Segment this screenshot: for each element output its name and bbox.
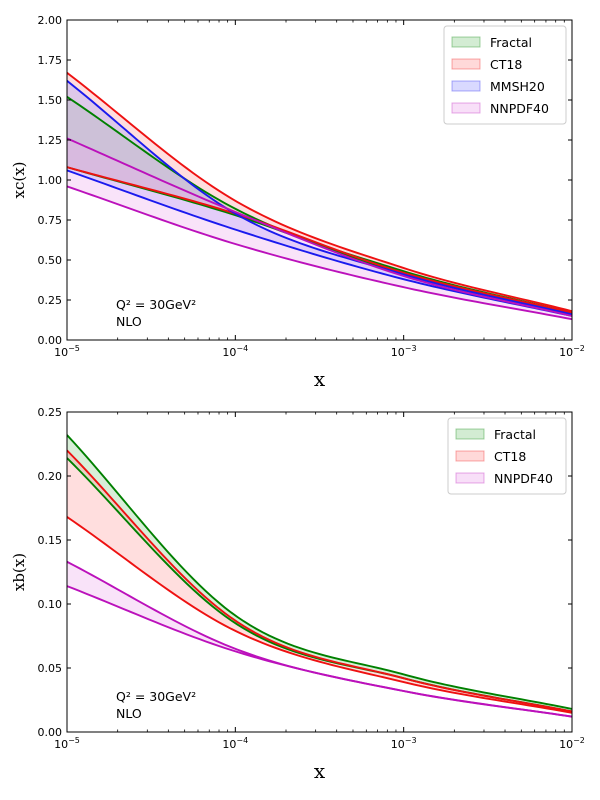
- band-ct18: [67, 72, 572, 313]
- plot-area-1: [67, 72, 572, 321]
- legend-swatch: [455, 472, 485, 484]
- x-tick-label: 10−5: [54, 344, 80, 359]
- legend-label: Fractal: [490, 35, 532, 50]
- legend-label: MMSH20: [490, 79, 545, 94]
- y-tick-label: 0.05: [38, 662, 63, 675]
- x-tick-label: 10−2: [559, 736, 585, 751]
- plot-area-2: [67, 434, 572, 718]
- line-ct18-lower: [67, 166, 572, 314]
- x-tick-base: 10: [222, 346, 236, 359]
- band-mmsh20: [67, 80, 572, 316]
- legend-swatch: [451, 102, 481, 114]
- x-tick-base: 10: [559, 738, 573, 751]
- y-tick-label: 1.50: [38, 94, 63, 107]
- line-ct18-upper: [67, 72, 572, 313]
- x-axis-label: x: [314, 367, 326, 391]
- line-fractal-upper: [67, 434, 572, 710]
- x-tick-label: 10−4: [222, 344, 248, 359]
- y-tick-label: 1.25: [38, 134, 63, 147]
- legend-item-ct18: CT18: [451, 57, 522, 72]
- y-tick-label: 0.00: [38, 726, 63, 739]
- y-axis-label: xc(x): [10, 161, 28, 198]
- legend-2: Fractal CT18 NNPDF40: [447, 417, 567, 495]
- chart-panel-1: 0.000.250.500.751.001.251.501.752.0010−5…: [10, 14, 585, 391]
- legend-item-ct18: CT18: [455, 449, 526, 464]
- x-tick-exponent: −2: [573, 736, 585, 745]
- y-tick-label: 1.00: [38, 174, 63, 187]
- q2-annotation: Q² = 30GeV²: [116, 297, 196, 312]
- legend-label: CT18: [494, 449, 526, 464]
- line-mmsh20-upper: [67, 80, 572, 316]
- x-tick-label: 10−5: [54, 736, 80, 751]
- legend-swatch: [455, 428, 485, 440]
- legend-label: NNPDF40: [494, 471, 553, 486]
- x-tick-exponent: −3: [405, 344, 417, 353]
- q2-annotation: Q² = 30GeV²: [116, 689, 196, 704]
- legend-swatch: [451, 80, 481, 92]
- x-tick-base: 10: [54, 738, 68, 751]
- line-nnpdf40-lower: [67, 585, 572, 718]
- plot-frame-2: [66, 411, 573, 733]
- y-tick-label: 1.75: [38, 54, 63, 67]
- legend-frame: [447, 417, 567, 495]
- y-axis-label: xb(x): [10, 553, 28, 591]
- legend-item-fractal: Fractal: [455, 427, 536, 442]
- legend-label: NNPDF40: [490, 101, 549, 116]
- legend-frame: [443, 25, 567, 125]
- x-tick-label: 10−3: [391, 736, 417, 751]
- legend-swatch: [451, 58, 481, 70]
- y-tick-label: 0.00: [38, 334, 63, 347]
- legend-item-fractal: Fractal: [451, 35, 532, 50]
- y-tick-label: 0.25: [38, 294, 63, 307]
- y-tick-label: 0.20: [38, 470, 63, 483]
- x-tick-exponent: −4: [236, 736, 248, 745]
- x-tick-exponent: −3: [405, 736, 417, 745]
- x-tick-exponent: −5: [68, 344, 80, 353]
- x-tick-exponent: −5: [68, 736, 80, 745]
- x-tick-exponent: −4: [236, 344, 248, 353]
- y-tick-label: 0.25: [38, 406, 63, 419]
- x-tick-label: 10−3: [391, 344, 417, 359]
- legend-1: Fractal CT18 MMSH20 NNPDF40: [443, 25, 567, 125]
- x-tick-base: 10: [222, 738, 236, 751]
- x-axis-label: x: [314, 759, 326, 783]
- x-tick-base: 10: [391, 346, 405, 359]
- y-tick-label: 0.50: [38, 254, 63, 267]
- y-tick-label: 0.10: [38, 598, 63, 611]
- line-ct18-upper: [67, 449, 572, 713]
- band-fractal: [67, 435, 572, 712]
- legend-item-nnpdf40: NNPDF40: [451, 101, 549, 116]
- legend-item-nnpdf40: NNPDF40: [455, 471, 553, 486]
- legend-label: CT18: [490, 57, 522, 72]
- order-annotation: NLO: [116, 706, 142, 721]
- legend-swatch: [455, 450, 485, 462]
- x-tick-base: 10: [391, 738, 405, 751]
- x-tick-base: 10: [559, 346, 573, 359]
- y-tick-label: 0.15: [38, 534, 63, 547]
- legend-item-mmsh20: MMSH20: [451, 79, 545, 94]
- x-tick-label: 10−4: [222, 736, 248, 751]
- line-ct18-lower: [67, 516, 572, 714]
- legend-label: Fractal: [494, 427, 536, 442]
- line-nnpdf40-upper: [67, 137, 572, 317]
- order-annotation: NLO: [116, 314, 142, 329]
- y-tick-label: 0.75: [38, 214, 63, 227]
- x-tick-label: 10−2: [559, 344, 585, 359]
- x-tick-base: 10: [54, 346, 68, 359]
- line-nnpdf40-lower: [67, 185, 572, 321]
- band-ct18: [67, 450, 572, 713]
- legend-swatch: [451, 36, 481, 48]
- y-tick-label: 2.00: [38, 14, 63, 27]
- x-tick-exponent: −2: [573, 344, 585, 353]
